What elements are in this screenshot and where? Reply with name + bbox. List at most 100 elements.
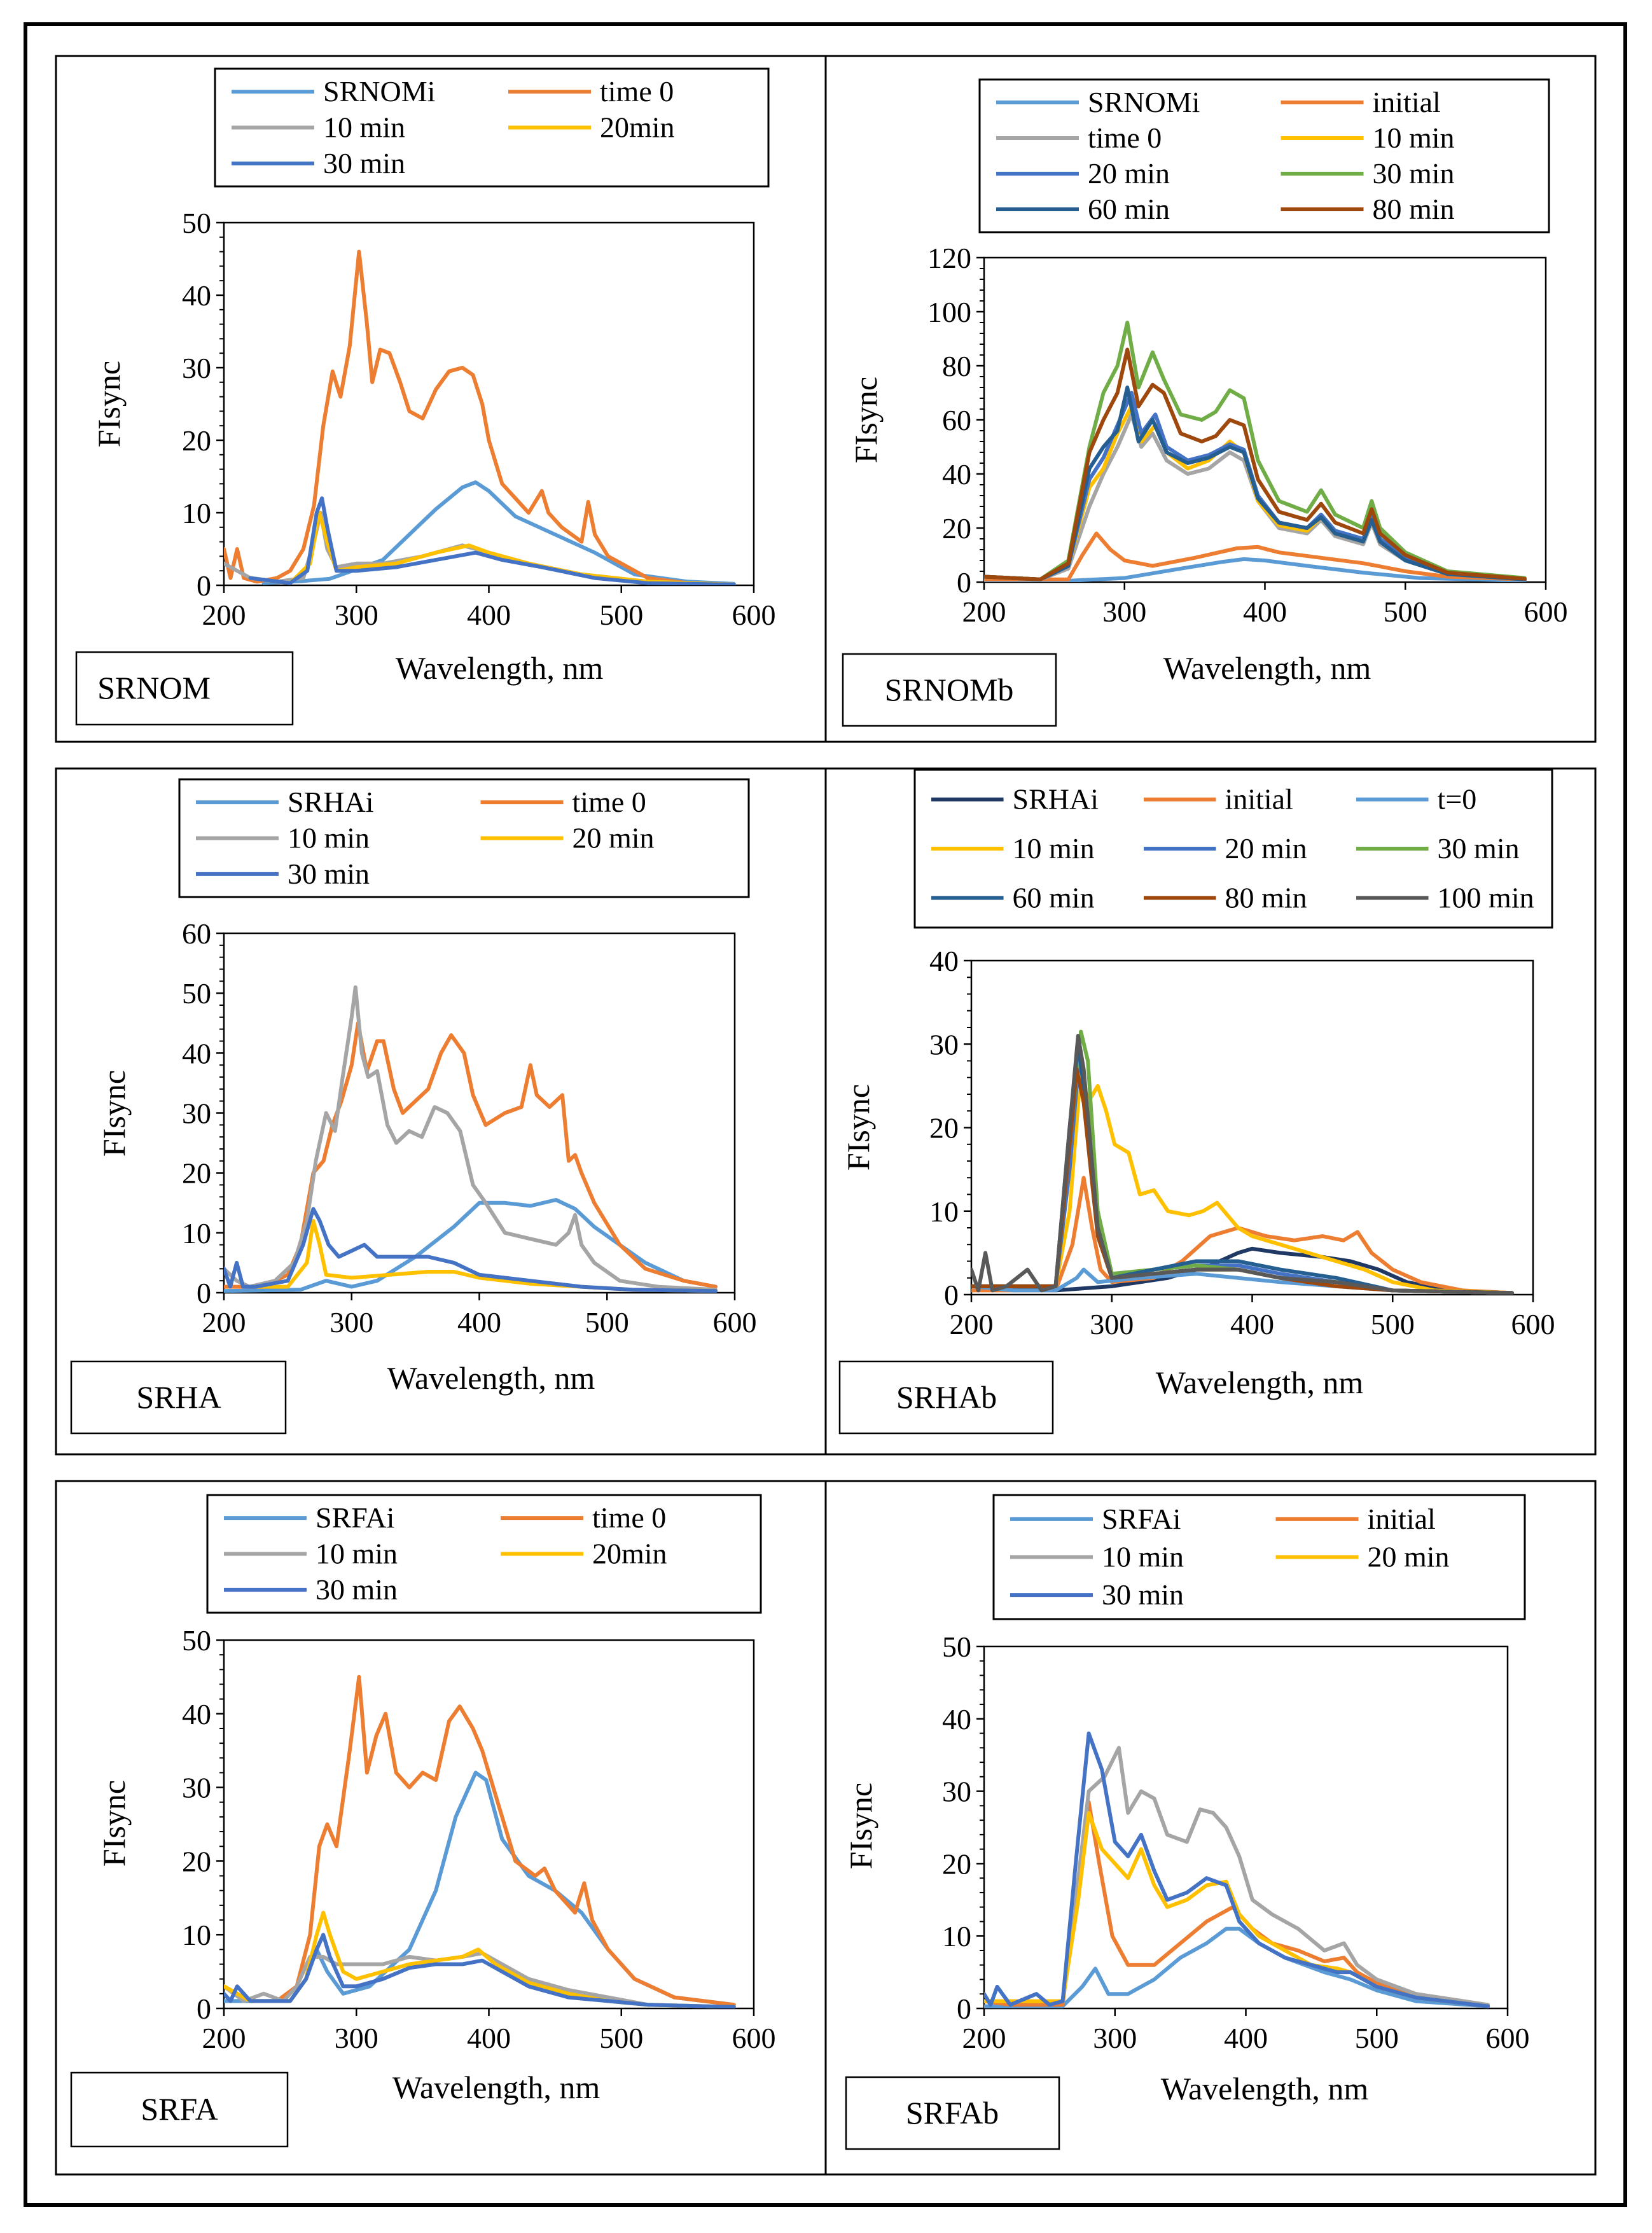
chart-panel-srfa: 0 10 20 30 40 50 200 300 400 500 600 Wavelength, nm…: [55, 1480, 827, 2176]
legend-label: 100 min: [1438, 881, 1534, 914]
panel-label-box: [845, 2076, 1060, 2150]
x-tick-label: 300: [1102, 595, 1146, 628]
y-axis-label: FIsync: [843, 1783, 878, 1869]
panel-label: SRFA: [141, 2091, 218, 2127]
series-line-srnomi: [984, 557, 1527, 582]
legend-label: 10 min: [1373, 122, 1455, 154]
x-tick-label: 400: [467, 2022, 511, 2054]
y-tick-label: 20: [182, 424, 211, 457]
y-tick-label: 50: [182, 977, 211, 1010]
panel-label-box: [838, 1360, 1054, 1435]
x-tick-label: 300: [330, 1306, 373, 1339]
series-line-30-min: [224, 1933, 736, 2008]
series-line-30-min: [984, 321, 1527, 581]
legend-label: time 0: [600, 75, 674, 108]
series-line-10-min: [224, 1951, 736, 2008]
panel-label: SRNOM: [97, 670, 211, 706]
plot-area: [983, 256, 1547, 583]
panel-label-box: [70, 1360, 287, 1435]
series-line-time-0: [224, 249, 736, 585]
x-tick-label: 400: [1230, 1308, 1274, 1340]
y-tick-label: 40: [182, 1037, 211, 1069]
y-tick-label: 50: [942, 1631, 971, 1663]
legend-label: initial: [1225, 783, 1293, 816]
x-axis-label: Wavelength, nm: [1163, 650, 1371, 686]
y-tick-label: 30: [182, 1097, 211, 1130]
y-axis-label: FIsync: [840, 1084, 876, 1171]
legend-label: 20 min: [1368, 1541, 1450, 1573]
legend-label: 60 min: [1088, 193, 1170, 225]
legend-label: 20 min: [573, 822, 655, 854]
series-line-time-0: [224, 1674, 736, 2007]
x-tick-label: 400: [1243, 595, 1287, 628]
series-line-initial: [984, 531, 1527, 581]
x-tick-label: 500: [599, 2022, 643, 2054]
y-tick-label: 40: [942, 1703, 971, 1736]
y-tick-label: 40: [942, 458, 971, 490]
legend-label: SRHAi: [288, 786, 373, 818]
x-tick-label: 400: [467, 599, 511, 631]
y-tick-label: 80: [942, 350, 971, 382]
panel-label-box: [75, 651, 294, 726]
y-tick-label: 30: [929, 1028, 959, 1061]
x-axis-label: Wavelength, nm: [392, 2070, 600, 2105]
series-line-10-min: [224, 985, 718, 1292]
y-tick-label: 10: [929, 1195, 959, 1228]
panel-label: SRHA: [136, 1379, 221, 1415]
y-tick-label: 60: [182, 917, 211, 950]
y-tick-label: 40: [182, 1698, 211, 1730]
y-tick-label: 20: [182, 1845, 211, 1877]
y-tick-label: 120: [927, 242, 971, 274]
plot-area: [970, 959, 1534, 1296]
x-tick-label: 500: [1384, 595, 1427, 628]
x-tick-label: 600: [732, 599, 776, 631]
y-tick-label: 100: [927, 296, 971, 328]
y-tick-label: 60: [942, 404, 971, 436]
y-tick-label: 20: [929, 1112, 959, 1144]
panel-frame: [824, 1480, 1597, 2176]
y-tick-label: 0: [957, 1993, 971, 2025]
chart-panel-srnomb: 0 20 40 60 80 100 120 200 300 400 500 600 Wavelength…: [824, 55, 1597, 743]
y-tick-label: 0: [197, 1277, 211, 1309]
panel-label-box: [70, 2071, 289, 2148]
x-tick-label: 600: [1511, 1308, 1555, 1340]
x-axis-label: Wavelength, nm: [1161, 2071, 1369, 2106]
series-line-30-min: [984, 1731, 1490, 2008]
x-tick-label: 200: [962, 595, 1006, 628]
y-tick-label: 40: [929, 945, 959, 977]
legend-label: 30 min: [323, 147, 405, 179]
legend-label: 20min: [600, 111, 675, 144]
legend-box: [913, 769, 1553, 929]
series-line-srhai: [971, 1246, 1514, 1295]
y-tick-label: 50: [182, 207, 211, 239]
series-group: [971, 1029, 1514, 1295]
legend-label: initial: [1368, 1503, 1436, 1535]
y-tick-label: 10: [182, 497, 211, 529]
legend-label: time 0: [592, 1501, 666, 1534]
legend-label: 30 min: [316, 1573, 398, 1606]
x-tick-label: 500: [1355, 2022, 1399, 2054]
legend-label: 20min: [592, 1538, 667, 1570]
legend-label: 30 min: [288, 858, 370, 890]
series-line-srnomi: [261, 480, 736, 585]
legend-label: t=0: [1438, 783, 1477, 816]
y-tick-label: 40: [182, 279, 211, 312]
legend-label: 10 min: [316, 1538, 398, 1570]
y-tick-label: 50: [182, 1624, 211, 1657]
x-tick-label: 500: [585, 1306, 629, 1339]
x-axis-label: Wavelength, nm: [396, 650, 604, 686]
chart-panel-srhab: 0 10 20 30 40 200 300 400 500 600 Wavelength, nm FI…: [824, 767, 1597, 1456]
panel-label-box: [842, 653, 1057, 727]
x-tick-label: 400: [1224, 2022, 1268, 2054]
y-axis-label: FIsync: [96, 1780, 132, 1867]
panel-label: SRHAb: [896, 1379, 997, 1415]
y-axis-label: FIsync: [848, 377, 884, 463]
x-tick-label: 600: [1524, 595, 1568, 628]
legend-label: 30 min: [1373, 157, 1455, 190]
legend-label: 80 min: [1373, 193, 1455, 225]
series-line-30-min: [224, 1207, 718, 1293]
plot-area: [983, 1645, 1509, 2010]
y-tick-label: 0: [197, 1993, 211, 2025]
series-group: [224, 249, 736, 585]
legend-label: 20 min: [1088, 157, 1170, 190]
